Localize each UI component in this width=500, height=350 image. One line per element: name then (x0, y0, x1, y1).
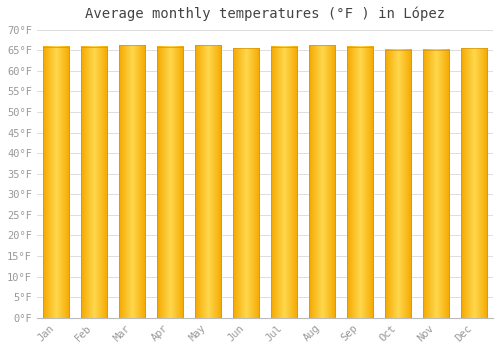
Title: Average monthly temperatures (°F ) in López: Average monthly temperatures (°F ) in Ló… (85, 7, 445, 21)
Bar (194, 45, 221, 318)
Bar (384, 50, 411, 318)
Bar (308, 45, 336, 318)
Bar (118, 45, 145, 318)
Bar (80, 47, 107, 318)
Bar (422, 50, 450, 318)
Bar (232, 48, 259, 318)
Bar (270, 47, 297, 318)
Bar (156, 47, 183, 318)
Bar (460, 48, 487, 318)
Bar (42, 47, 69, 318)
Bar (346, 47, 374, 318)
